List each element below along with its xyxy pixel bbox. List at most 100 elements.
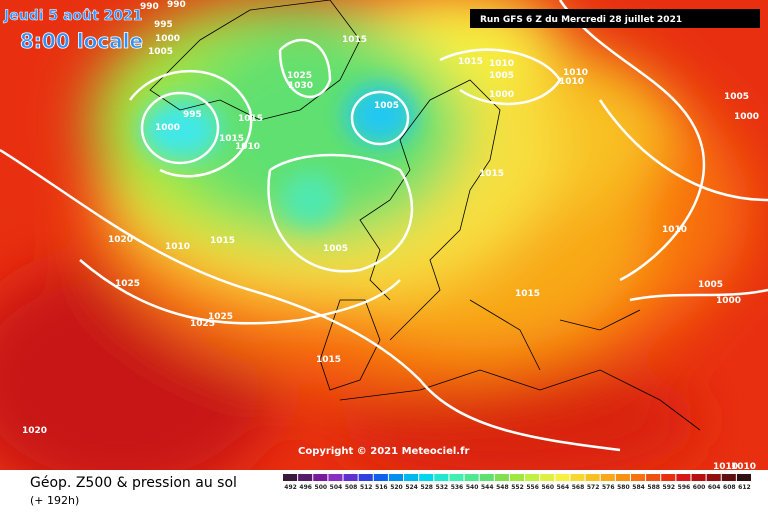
legend-label: 600 (693, 484, 706, 491)
legend-label: 528 (420, 484, 433, 491)
isobar-label: 990 (167, 0, 186, 10)
legend-label: 544 (481, 484, 494, 491)
legend-label: 612 (738, 484, 751, 491)
legend-swatch (661, 474, 676, 481)
legend-label: 572 (587, 484, 600, 491)
isobar-label: 1020 (22, 426, 47, 436)
legend-label: 596 (678, 484, 691, 491)
isobar-label: 1010 (559, 77, 584, 87)
isobar-label: 1015 (342, 35, 367, 45)
legend: 492 496 500 504 508 512 516 520 524 528 532 536 540 5… (283, 474, 751, 491)
legend-label: 500 (315, 484, 328, 491)
legend-label: 576 (602, 484, 615, 491)
legend-swatch (706, 474, 721, 481)
legend-swatch (721, 474, 736, 481)
date: Jeudi 5 août 2021 (3, 8, 143, 24)
legend-label: 608 (723, 484, 736, 491)
isobar-label: 1005 (489, 71, 514, 81)
isobar-label: 1005 (148, 47, 173, 57)
legend-label: 604 (708, 484, 721, 491)
field (0, 0, 768, 470)
isobar-label: 1030 (288, 81, 313, 91)
isobar-label: 1000 (489, 90, 514, 100)
legend-label: 504 (330, 484, 343, 491)
legend-swatch (585, 474, 600, 481)
legend-label: 508 (345, 484, 358, 491)
legend-swatch (404, 474, 419, 481)
legend-label: 584 (632, 484, 645, 491)
legend-label: 560 (541, 484, 554, 491)
legend-swatch (736, 474, 751, 481)
isobar-label: 1015 (238, 114, 263, 124)
isobar-label: 1010 (235, 142, 260, 152)
isobar-label: 1015 (210, 236, 235, 246)
isobar-label: 1005 (374, 101, 399, 111)
isobar-label: 1015 (515, 289, 540, 299)
footer-subtitle: (+ 192h) (30, 494, 79, 507)
isobar-label: 995 (154, 20, 173, 30)
isobar-label: 990 (140, 2, 159, 12)
legend-swatch (555, 474, 570, 481)
legend-label: 524 (405, 484, 418, 491)
legend-label: 556 (526, 484, 539, 491)
isobar-label: 1010 (731, 462, 756, 472)
isobar-label: 1000 (155, 34, 180, 44)
isobar-label: 1010 (489, 59, 514, 69)
isobar-labels: 990 9909951000100510009951015101010151025… (22, 0, 759, 472)
isobar-label: 1025 (190, 319, 215, 329)
legend-swatch (449, 474, 464, 481)
time: 8:00 locale (20, 29, 143, 53)
legend-swatch (540, 474, 555, 481)
legend-swatch (479, 474, 494, 481)
legend-swatch (328, 474, 343, 481)
legend-swatch (388, 474, 404, 481)
legend-swatch (630, 474, 646, 481)
isobar-label: 1015 (458, 57, 483, 67)
legend-swatch (600, 474, 615, 481)
legend-label: 580 (617, 484, 630, 491)
legend-label: 512 (360, 484, 373, 491)
isobar-label: 1025 (208, 312, 233, 322)
legend-label: 516 (375, 484, 388, 491)
legend-label: 548 (496, 484, 509, 491)
isobar-label: 1000 (716, 296, 741, 306)
legend-label: 564 (557, 484, 570, 491)
legend-label: 588 (647, 484, 660, 491)
legend-label: 496 (299, 484, 312, 491)
legend-swatch (691, 474, 706, 481)
isobar-label: 1010 (563, 68, 588, 78)
legend-label: 568 (572, 484, 585, 491)
legend-swatch (646, 474, 661, 481)
legend-swatch (419, 474, 434, 481)
isobar-label: 1020 (108, 235, 133, 245)
isobar-label: 1000 (155, 123, 180, 133)
copyright: Copyright © 2021 Meteociel.fr (298, 446, 469, 457)
legend-swatch (283, 474, 298, 481)
legend-swatch (434, 474, 449, 481)
footer-title: Géop. Z500 & pression au sol (30, 475, 237, 491)
legend-label: 540 (466, 484, 479, 491)
isobar-label: 1015 (479, 169, 504, 179)
isobar-label: 1005 (724, 92, 749, 102)
isobar-label: 1000 (734, 112, 759, 122)
isobar-label: 1025 (287, 71, 312, 81)
isobar-lines (0, 0, 768, 452)
isobar-label: 1010 (165, 242, 190, 252)
legend-swatch (676, 474, 691, 481)
legend-label: 592 (663, 484, 676, 491)
legend-swatch (343, 474, 358, 481)
legend-label: 552 (511, 484, 524, 491)
legend-swatch (358, 474, 373, 481)
legend-swatch (494, 474, 509, 481)
isobar-label: 1010 (713, 462, 738, 472)
isobar-label: 1015 (219, 134, 244, 144)
legend-swatch (464, 474, 479, 481)
isobar-label: 995 (183, 110, 202, 120)
legend-label: 492 (284, 484, 297, 491)
isobar-label: 1005 (323, 244, 348, 254)
legend-swatch (373, 474, 388, 481)
run-box (470, 9, 760, 28)
legend-swatch (298, 474, 313, 481)
isobar-label: 1025 (115, 279, 140, 289)
